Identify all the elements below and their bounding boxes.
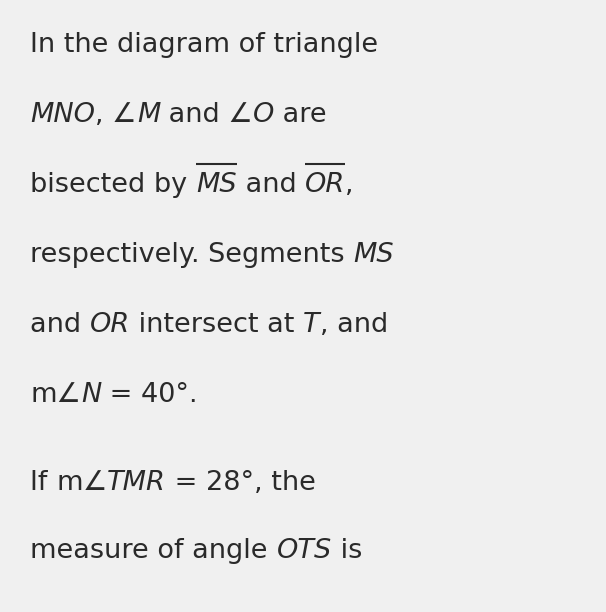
Text: T: T xyxy=(303,312,320,338)
Text: and: and xyxy=(30,312,90,338)
Text: respectively. Segments: respectively. Segments xyxy=(30,242,353,268)
Text: = 40°.: = 40°. xyxy=(101,382,198,408)
Text: ,: , xyxy=(345,172,354,198)
Text: is: is xyxy=(331,538,362,564)
Text: , and: , and xyxy=(320,312,388,338)
Text: ∠: ∠ xyxy=(83,470,107,496)
Text: OR: OR xyxy=(90,312,130,338)
Text: bisected by: bisected by xyxy=(30,172,196,198)
Text: If: If xyxy=(30,470,56,496)
Text: OTS: OTS xyxy=(276,538,331,564)
Text: OR: OR xyxy=(305,172,345,198)
Text: MNO: MNO xyxy=(30,102,95,128)
Text: are: are xyxy=(275,102,327,128)
Text: MS: MS xyxy=(196,172,237,198)
Text: N: N xyxy=(81,382,101,408)
Text: O: O xyxy=(253,102,275,128)
Text: = 28°, the: = 28°, the xyxy=(166,470,316,496)
Text: m∠: m∠ xyxy=(30,382,81,408)
Text: measure of angle: measure of angle xyxy=(30,538,276,564)
Text: In the diagram of triangle: In the diagram of triangle xyxy=(30,32,378,58)
Text: and ∠: and ∠ xyxy=(160,102,253,128)
Text: MS: MS xyxy=(353,242,394,268)
Text: M: M xyxy=(137,102,160,128)
Text: intersect at: intersect at xyxy=(130,312,303,338)
Text: , ∠: , ∠ xyxy=(95,102,137,128)
Text: m: m xyxy=(56,470,83,496)
Text: and: and xyxy=(237,172,305,198)
Text: TMR: TMR xyxy=(107,470,166,496)
